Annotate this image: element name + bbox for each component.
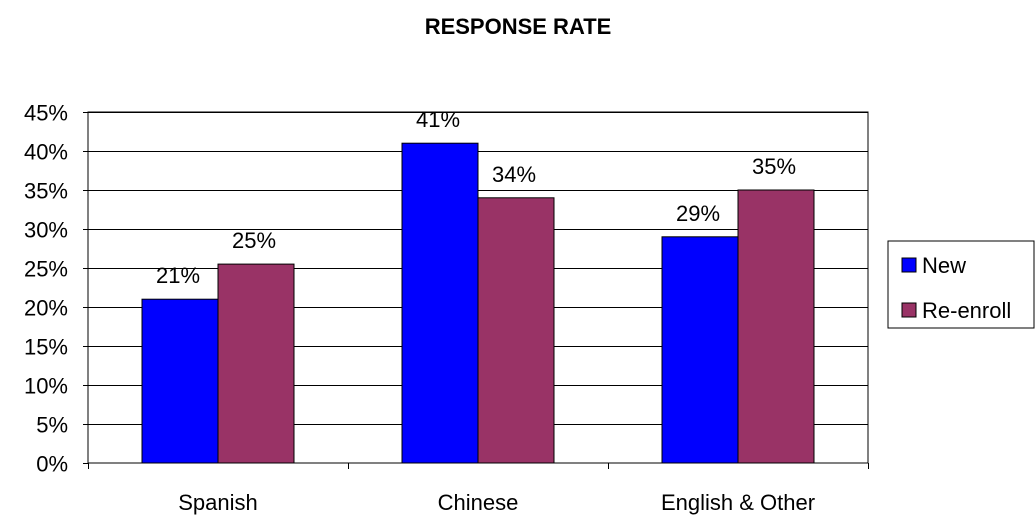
bar-re-enroll-1 (477, 197, 555, 464)
legend-label: New (922, 253, 966, 278)
x-tick-label: English & Other (661, 490, 815, 515)
axes: 0% 5% 10% 15% 20% 25% 30% 35% 40% 45% Spanish Chine… (24, 101, 869, 515)
bar-new-2 (661, 236, 739, 464)
data-label: 41% (416, 107, 460, 132)
y-tick-label: 10% (24, 374, 68, 399)
y-tick-label: 40% (24, 140, 68, 165)
data-label: 35% (752, 154, 796, 179)
y-tick-label: 45% (24, 101, 68, 126)
bars (141, 142, 815, 464)
bar-new-0 (141, 298, 219, 464)
y-tick-label: 15% (24, 335, 68, 360)
data-label: 29% (676, 201, 720, 226)
legend-label: Re-enroll (922, 298, 1011, 323)
bar-re-enroll-0 (217, 263, 295, 464)
y-tick-label: 25% (24, 257, 68, 282)
legend[interactable]: New Re-enroll (887, 240, 1035, 329)
bar-re-enroll-2 (737, 189, 815, 464)
y-tick-label: 35% (24, 179, 68, 204)
bar-new-1 (401, 142, 479, 464)
x-tick-label: Spanish (178, 490, 258, 515)
data-labels: 21% 25% 41% 34% 29% 35% (156, 107, 796, 288)
y-tick-label: 20% (24, 296, 68, 321)
data-label: 21% (156, 263, 200, 288)
y-tick-label: 30% (24, 218, 68, 243)
legend-swatch (901, 302, 917, 318)
legend-swatch (901, 257, 917, 273)
y-tick-label: 0% (36, 452, 68, 477)
x-tick-label: Chinese (438, 490, 519, 515)
chart-title: RESPONSE RATE (425, 14, 612, 39)
y-tick-label: 5% (36, 413, 68, 438)
data-label: 25% (232, 228, 276, 253)
data-label: 34% (492, 162, 536, 187)
